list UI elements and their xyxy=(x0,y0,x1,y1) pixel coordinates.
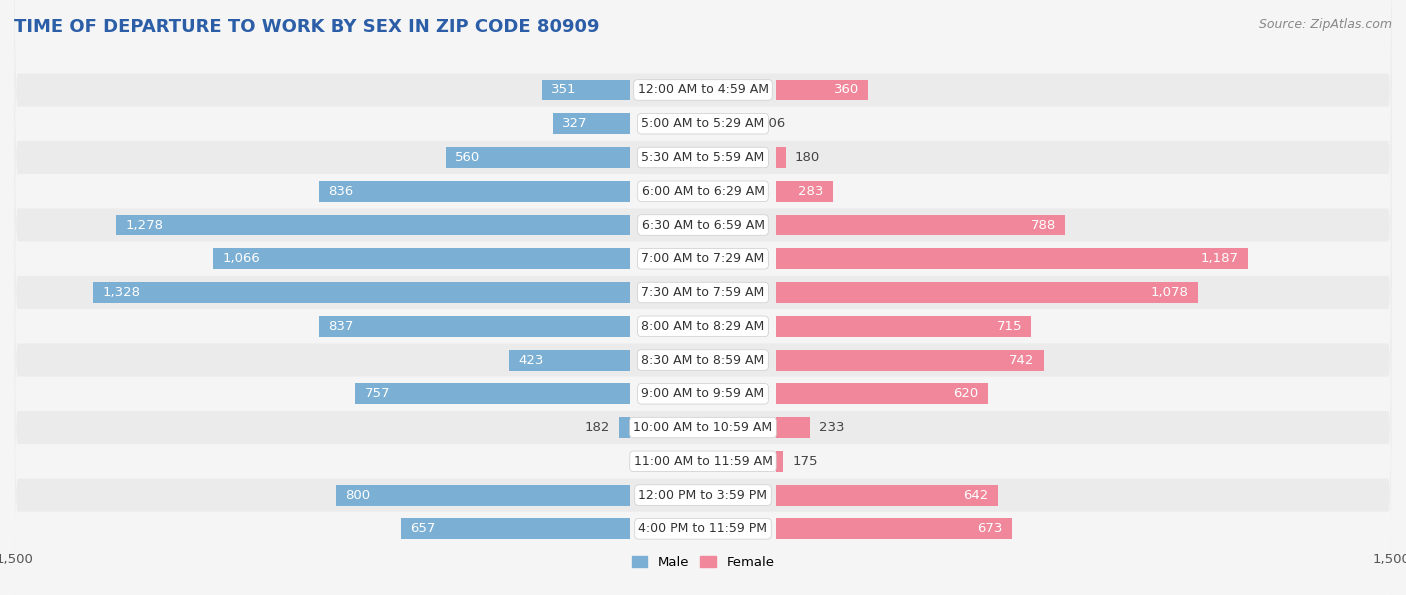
Bar xyxy=(776,215,1064,236)
FancyBboxPatch shape xyxy=(14,39,1392,546)
Text: 673: 673 xyxy=(977,522,1002,536)
Bar xyxy=(319,316,630,337)
Text: 788: 788 xyxy=(1031,218,1056,231)
FancyBboxPatch shape xyxy=(14,0,1392,411)
Text: 182: 182 xyxy=(585,421,610,434)
Bar xyxy=(776,518,1012,539)
Text: 6:30 AM to 6:59 AM: 6:30 AM to 6:59 AM xyxy=(641,218,765,231)
Text: 5:30 AM to 5:59 AM: 5:30 AM to 5:59 AM xyxy=(641,151,765,164)
Text: 12:00 AM to 4:59 AM: 12:00 AM to 4:59 AM xyxy=(637,83,769,96)
Text: 836: 836 xyxy=(328,184,353,198)
Bar xyxy=(356,383,630,404)
FancyBboxPatch shape xyxy=(14,174,1392,595)
Text: 11:00 AM to 11:59 AM: 11:00 AM to 11:59 AM xyxy=(634,455,772,468)
Bar xyxy=(776,451,783,472)
Text: 1,328: 1,328 xyxy=(103,286,141,299)
Text: 283: 283 xyxy=(799,184,824,198)
Bar xyxy=(541,80,630,101)
Bar xyxy=(214,248,630,269)
Bar xyxy=(776,350,1043,371)
Text: 715: 715 xyxy=(997,320,1022,333)
FancyBboxPatch shape xyxy=(14,0,1392,478)
Text: 233: 233 xyxy=(820,421,845,434)
Bar xyxy=(776,248,1249,269)
Text: 8:00 AM to 8:29 AM: 8:00 AM to 8:29 AM xyxy=(641,320,765,333)
Bar xyxy=(776,484,998,506)
Text: 351: 351 xyxy=(551,83,576,96)
FancyBboxPatch shape xyxy=(14,208,1392,595)
Text: 657: 657 xyxy=(411,522,436,536)
Text: 106: 106 xyxy=(761,117,786,130)
Bar xyxy=(117,215,630,236)
Bar xyxy=(509,350,630,371)
Text: 12:00 PM to 3:59 PM: 12:00 PM to 3:59 PM xyxy=(638,488,768,502)
Text: 642: 642 xyxy=(963,488,988,502)
Bar xyxy=(319,181,630,202)
FancyBboxPatch shape xyxy=(14,140,1392,595)
Bar xyxy=(776,316,1032,337)
Text: 175: 175 xyxy=(793,455,818,468)
Text: 757: 757 xyxy=(364,387,389,400)
FancyBboxPatch shape xyxy=(14,0,1392,445)
Text: 423: 423 xyxy=(517,353,543,367)
FancyBboxPatch shape xyxy=(14,275,1392,595)
Text: 67: 67 xyxy=(647,455,664,468)
FancyBboxPatch shape xyxy=(14,0,1392,377)
FancyBboxPatch shape xyxy=(14,0,1392,343)
Text: 7:00 AM to 7:29 AM: 7:00 AM to 7:29 AM xyxy=(641,252,765,265)
Text: 327: 327 xyxy=(562,117,588,130)
Bar xyxy=(776,282,1198,303)
Text: 9:00 AM to 9:59 AM: 9:00 AM to 9:59 AM xyxy=(641,387,765,400)
Text: 8:30 AM to 8:59 AM: 8:30 AM to 8:59 AM xyxy=(641,353,765,367)
Bar xyxy=(446,147,630,168)
Text: 10:00 AM to 10:59 AM: 10:00 AM to 10:59 AM xyxy=(634,421,772,434)
Text: 7:30 AM to 7:59 AM: 7:30 AM to 7:59 AM xyxy=(641,286,765,299)
Bar xyxy=(93,282,630,303)
Bar xyxy=(553,113,630,134)
FancyBboxPatch shape xyxy=(14,73,1392,580)
Text: 360: 360 xyxy=(834,83,859,96)
Bar xyxy=(620,417,630,438)
Bar xyxy=(336,484,630,506)
Text: 1,187: 1,187 xyxy=(1201,252,1239,265)
Text: 620: 620 xyxy=(953,387,979,400)
FancyBboxPatch shape xyxy=(14,242,1392,595)
Text: 1,066: 1,066 xyxy=(222,252,260,265)
Legend: Male, Female: Male, Female xyxy=(626,550,780,574)
Bar xyxy=(401,518,630,539)
Text: 6:00 AM to 6:29 AM: 6:00 AM to 6:29 AM xyxy=(641,184,765,198)
Bar xyxy=(776,417,810,438)
Bar xyxy=(776,80,869,101)
Text: 180: 180 xyxy=(794,151,820,164)
Text: 800: 800 xyxy=(344,488,370,502)
Text: TIME OF DEPARTURE TO WORK BY SEX IN ZIP CODE 80909: TIME OF DEPARTURE TO WORK BY SEX IN ZIP … xyxy=(14,18,599,36)
Text: 4:00 PM to 11:59 PM: 4:00 PM to 11:59 PM xyxy=(638,522,768,536)
FancyBboxPatch shape xyxy=(14,107,1392,595)
Text: 560: 560 xyxy=(456,151,481,164)
Bar xyxy=(776,383,988,404)
Bar xyxy=(776,147,786,168)
Text: Source: ZipAtlas.com: Source: ZipAtlas.com xyxy=(1258,18,1392,31)
Text: 837: 837 xyxy=(328,320,353,333)
Text: 742: 742 xyxy=(1010,353,1035,367)
Text: 1,078: 1,078 xyxy=(1152,286,1189,299)
Bar xyxy=(776,181,832,202)
Text: 5:00 AM to 5:29 AM: 5:00 AM to 5:29 AM xyxy=(641,117,765,130)
FancyBboxPatch shape xyxy=(14,5,1392,512)
Text: 1,278: 1,278 xyxy=(125,218,163,231)
